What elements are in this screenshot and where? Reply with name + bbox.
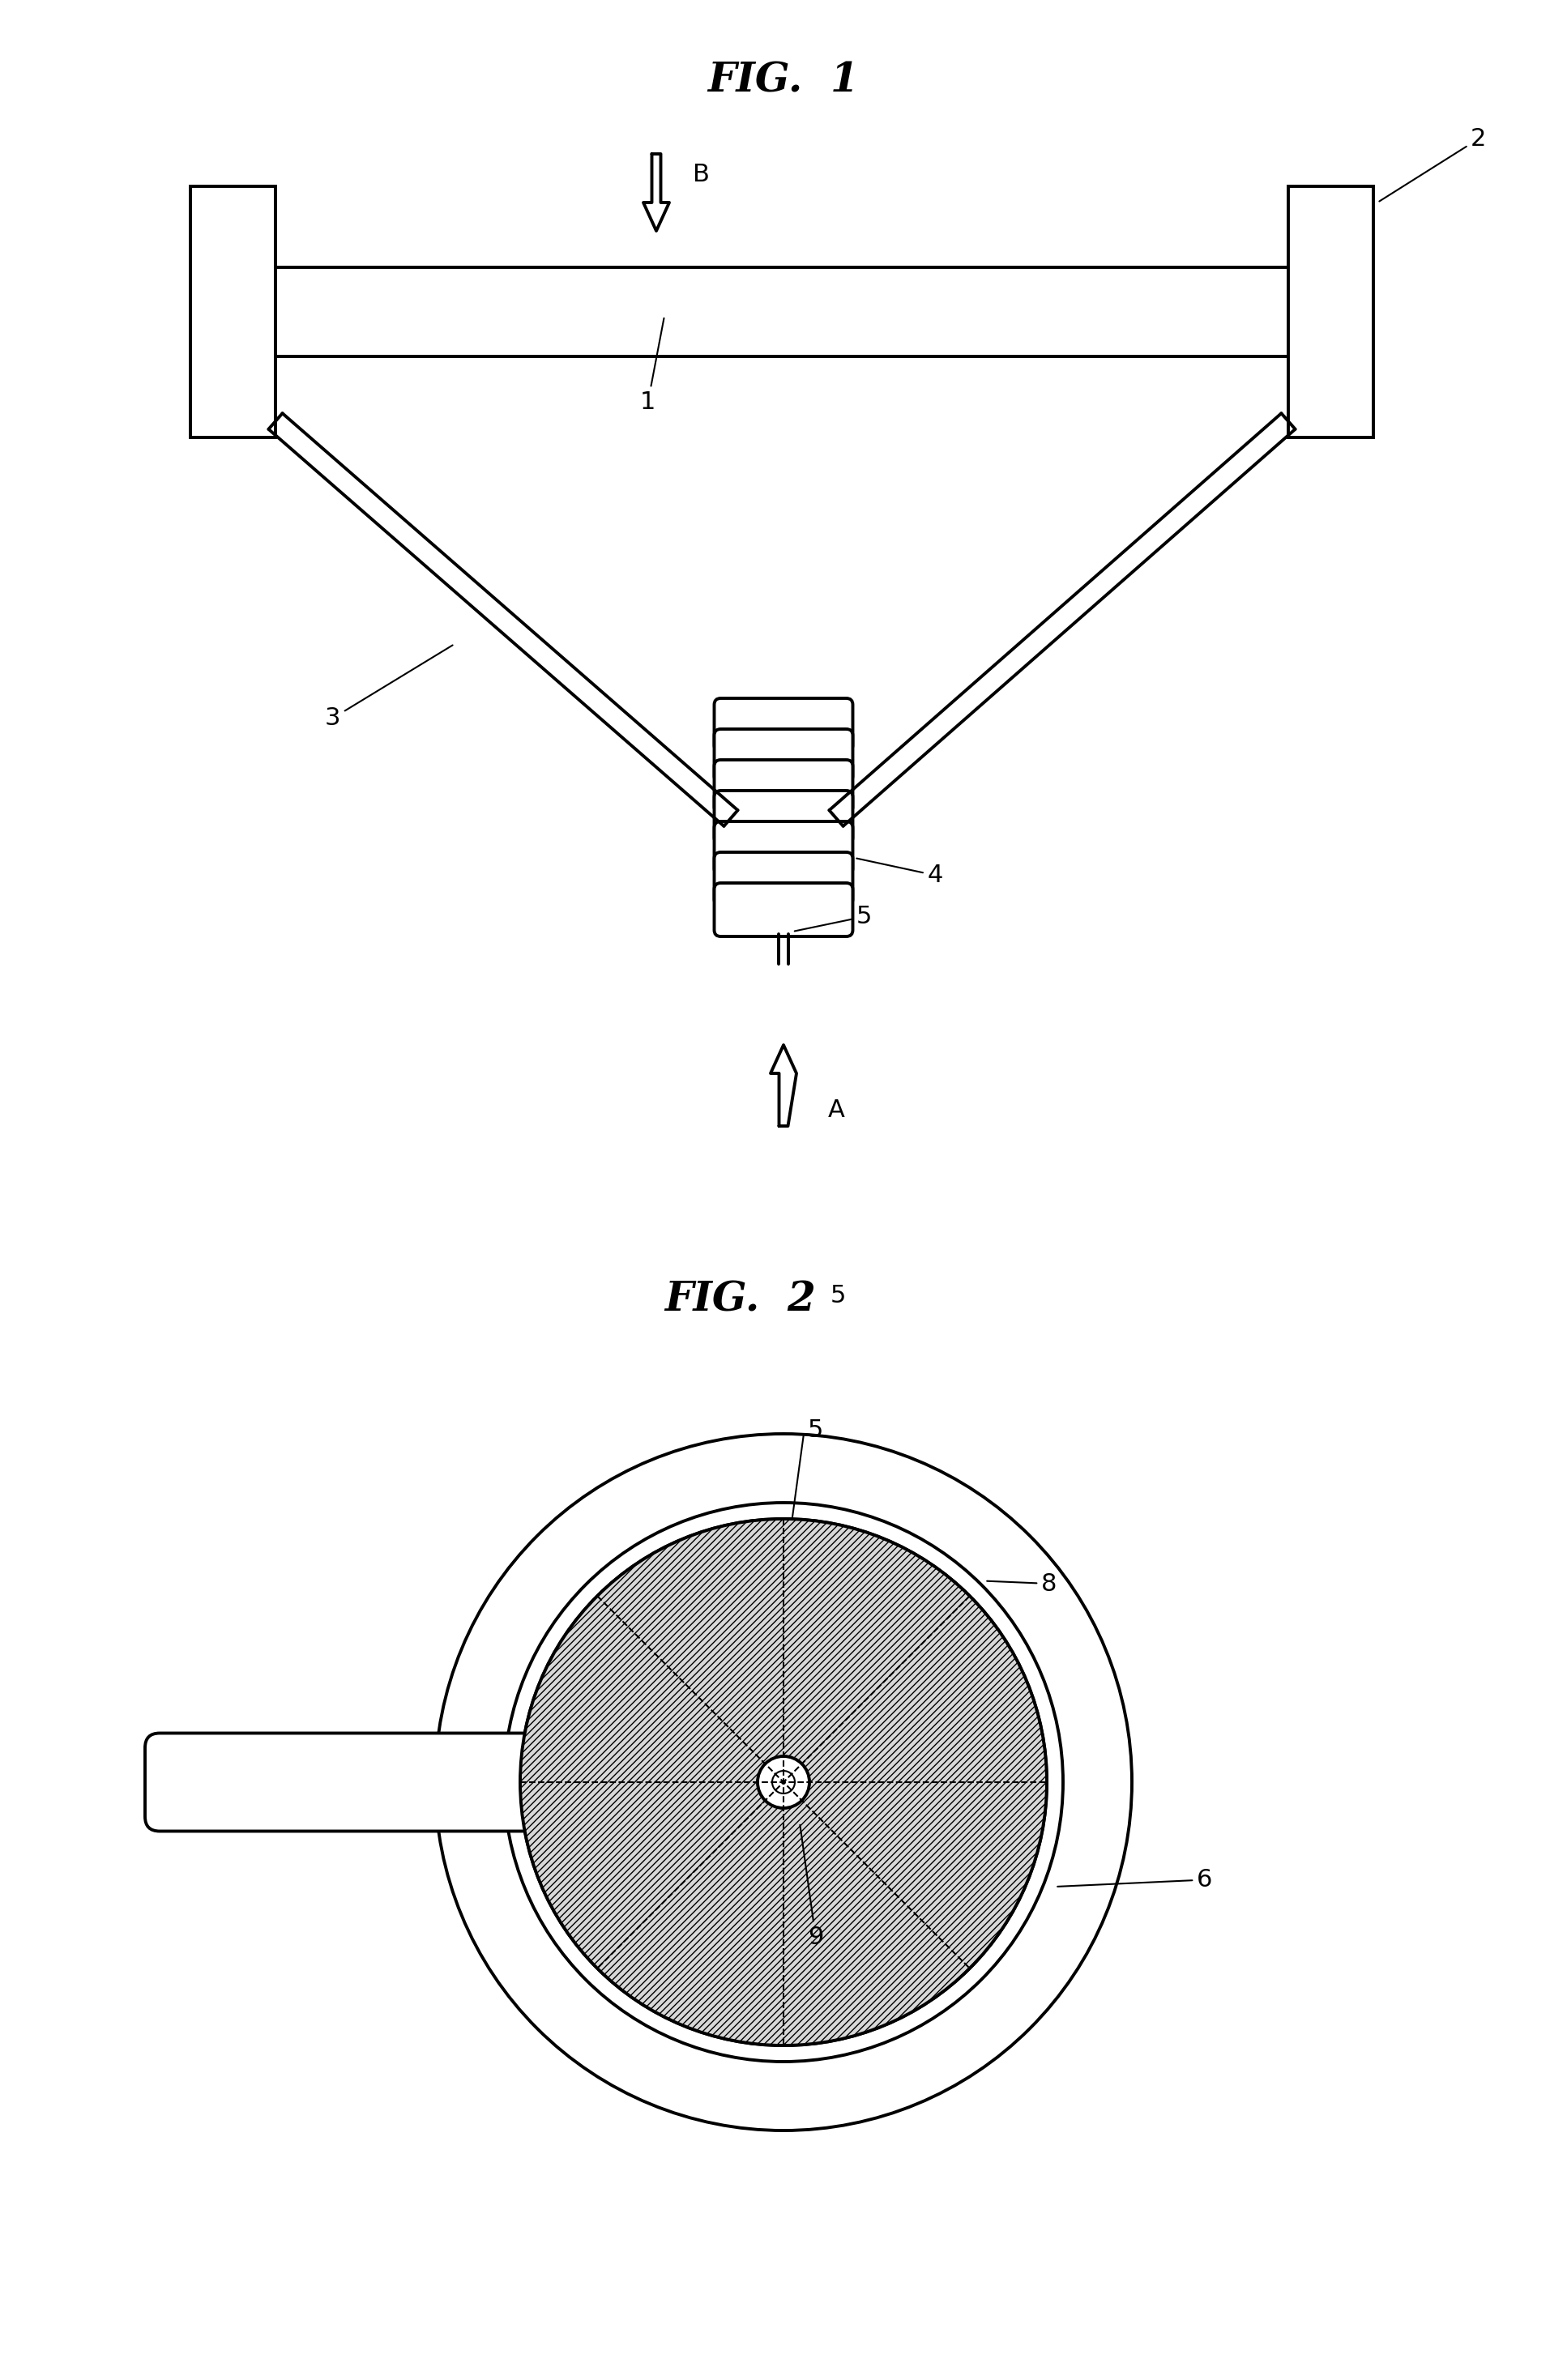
Circle shape [771, 1768, 796, 1795]
Text: 1: 1 [639, 319, 664, 414]
FancyBboxPatch shape [715, 790, 852, 845]
Circle shape [436, 1433, 1131, 2130]
Circle shape [757, 1756, 810, 1809]
FancyBboxPatch shape [715, 883, 852, 935]
Text: 5: 5 [794, 904, 873, 931]
Text: 4: 4 [857, 859, 943, 888]
FancyBboxPatch shape [146, 1733, 787, 1830]
Text: FIG.  1: FIG. 1 [708, 62, 859, 100]
Text: 5: 5 [809, 1418, 824, 1442]
Text: FIG.  2: FIG. 2 [664, 1280, 816, 1319]
Bar [1288, 186, 1373, 438]
Text: 6: 6 [1058, 1868, 1213, 1892]
Circle shape [505, 1502, 1062, 2061]
Bar [191, 186, 276, 438]
Text: B: B [693, 162, 710, 186]
Text: 5: 5 [831, 1283, 846, 1307]
FancyBboxPatch shape [715, 728, 852, 783]
Circle shape [757, 1756, 810, 1809]
Text: 2: 2 [1379, 126, 1486, 202]
Text: 3: 3 [324, 645, 453, 731]
FancyBboxPatch shape [715, 852, 852, 907]
Text: A: A [827, 1097, 845, 1121]
FancyBboxPatch shape [715, 697, 852, 752]
Bar [235, 267, 1329, 357]
Circle shape [520, 1518, 1047, 2044]
FancyBboxPatch shape [715, 821, 852, 876]
Circle shape [773, 1771, 794, 1795]
FancyBboxPatch shape [715, 759, 852, 814]
Circle shape [520, 1518, 1047, 2044]
Text: 9: 9 [801, 1825, 824, 1949]
Text: 8: 8 [987, 1571, 1058, 1595]
